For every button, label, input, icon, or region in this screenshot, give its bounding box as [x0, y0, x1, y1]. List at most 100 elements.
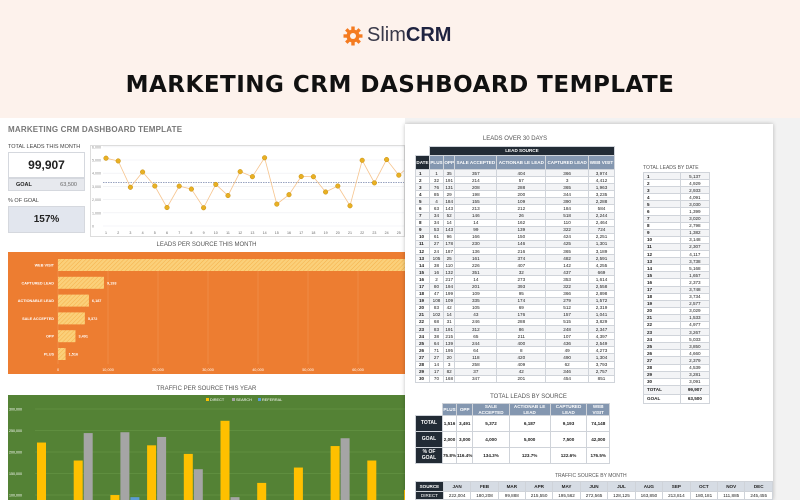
value-cell: 2,898 [588, 289, 615, 298]
value-cell: 146 [496, 239, 547, 249]
value-cell: 258 [454, 360, 498, 369]
value-cell: 195,562 [552, 491, 581, 500]
value-cell: 200 [496, 190, 547, 199]
value-cell: 31 [442, 317, 456, 327]
value-cell: 99 [454, 225, 498, 234]
value-cell: 62 [545, 360, 589, 369]
bar-direct [293, 467, 303, 500]
table-row: 21 1,533 [643, 313, 711, 322]
data-point [164, 204, 170, 211]
value-cell: 42 [496, 367, 547, 376]
date-cell: 29 [643, 370, 681, 379]
value-cell: 134.3% [472, 447, 510, 464]
x-tick-label: 10,000 [102, 368, 114, 372]
category-label: CAPTURED LEAD [22, 281, 55, 285]
value-cell: 1,614 [588, 275, 615, 284]
table-row: 25 64 139 244 400 436 2,549 [415, 339, 615, 348]
value-cell: 8 [496, 346, 547, 355]
value-cell: 61 [428, 232, 445, 241]
value-cell: 215,550 [524, 491, 554, 500]
date-cell: 14 [643, 264, 681, 273]
value-cell: 111,885 [717, 491, 746, 500]
date-cell: 16 [643, 278, 681, 287]
date-cell: 10 [643, 235, 681, 244]
bar-direct [147, 445, 157, 500]
column-header: CAPTURED LEAD [549, 403, 588, 416]
column-header: SEP [662, 481, 691, 492]
value-cell: 2,347 [588, 325, 615, 334]
bar-direct [330, 446, 340, 500]
column-header: SALE ACCEPTED [472, 403, 510, 416]
x-tick-label: 8 [190, 231, 192, 235]
column-header: ACTIONAB LE LEAD [508, 403, 551, 416]
value-cell: 25 [442, 254, 456, 263]
x-tick-label: 1 [105, 231, 107, 235]
value-cell: 24 [428, 247, 445, 256]
date-cell: 8 [415, 218, 430, 227]
dashboard-title: MARKETING CRM DASHBOARD TEMPLATE [8, 125, 183, 134]
value-cell: 108 [428, 296, 445, 305]
value-cell: 42 [442, 303, 456, 312]
value-cell: 14 [428, 360, 445, 369]
total-cell: 1,533 [679, 313, 711, 322]
value-cell: 2,591 [588, 254, 615, 263]
table-row: 17 3,748 [643, 285, 711, 294]
total-cell: 3,091 [679, 377, 711, 386]
table-row: 28 4,539 [643, 363, 711, 372]
value-cell: 38 [428, 261, 445, 270]
x-tick-label: 16 [287, 231, 291, 235]
bar [58, 348, 66, 360]
table-row: 13 105 25 161 374 482 2,591 [415, 254, 615, 263]
date-cell: 22 [415, 317, 430, 327]
table-row: 23 3,267 [643, 328, 711, 337]
leads-table-title: LEADS OVER 30 DAYS [482, 136, 548, 142]
value-cell: 143 [442, 204, 456, 213]
traffic-source-by-month-table: SOURCE JAN FEB MAR APR MAY JUN JUL AUG SEP OCT NOV D… [415, 481, 773, 500]
value-cell: 4,412 [588, 176, 615, 185]
table-row: 11 2,307 [643, 242, 711, 252]
value-cell: 201 [454, 282, 498, 291]
table-row: 24 5,033 [643, 335, 711, 344]
table-row: 16 2 217 14 273 353 1,614 [415, 275, 615, 284]
y-tick-label: 6,000 [92, 146, 101, 149]
value-cell: 436 [545, 339, 589, 348]
value-cell: 157 [545, 310, 589, 319]
table-row: 13 3,738 [643, 257, 711, 266]
value-cell: 32 [496, 268, 547, 277]
column-header: WEB VISIT [588, 155, 615, 170]
column-header: NOV [717, 481, 746, 492]
value-cell: 400 [496, 339, 547, 348]
value-cell: 155 [454, 197, 498, 206]
value-cell: 80 [428, 282, 445, 291]
date-cell: 1 [415, 168, 430, 178]
value-cell: 312 [454, 325, 498, 334]
table-row: 30 3,091 [643, 377, 711, 386]
data-point [371, 180, 377, 186]
data-point [140, 169, 146, 175]
value-cell: 47 [428, 289, 445, 298]
value-cell: 374 [496, 254, 547, 263]
value-cell: 4,273 [588, 346, 615, 355]
source-table-title: TOTAL LEADS BY SOURCE [490, 394, 567, 400]
value-cell: 2,757 [588, 367, 615, 376]
table-row: 7 3,020 [643, 214, 711, 223]
column-header: WEB VISIT [586, 403, 610, 416]
value-cell: 68 [428, 317, 445, 327]
table-row: % OF GOAL 75.8% 116.4% 134.3% 123.7% 122.6% 17… [415, 447, 610, 464]
category-label: ACTIONABLE LEAD [18, 299, 55, 303]
date-cell: 30 [643, 377, 681, 386]
x-tick-label: 6 [166, 231, 168, 235]
total-leads-by-date-table: 1 5,137 2 4,929 3 2,933 4 4,091 5 3,030 6 1,399 7 3,0… [643, 171, 711, 404]
value-cell: 217 [442, 275, 456, 284]
table-row: 4 4,091 [643, 193, 711, 202]
traffic-per-source-title: TRAFFIC PER SOURCE THIS YEAR [156, 386, 257, 392]
value-cell: 1,301 [588, 239, 615, 249]
table-row: 23 83 191 312 86 248 2,347 [415, 325, 615, 334]
slimcrm-logo: SlimCRM [343, 24, 451, 47]
x-tick-label: 40,000 [252, 368, 264, 372]
data-point [335, 183, 341, 189]
value-cell: 2,464 [588, 218, 615, 227]
table-row: 26 4,660 [643, 349, 711, 358]
category-label: PLUS [44, 353, 55, 357]
value-cell: 2,288 [588, 197, 615, 206]
